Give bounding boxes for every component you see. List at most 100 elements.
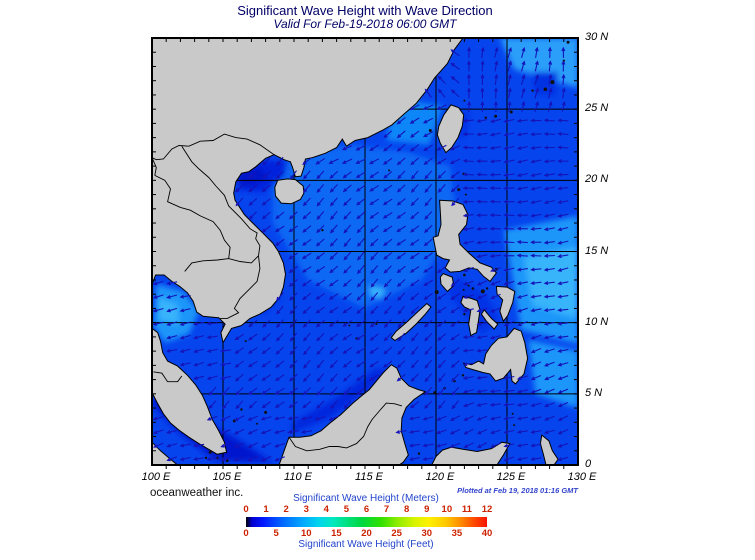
land-panay-negros	[460, 295, 481, 337]
country-border	[181, 145, 261, 256]
lat-label: 20 N	[585, 173, 609, 186]
page-title: Significant Wave Height with Wave Direct…	[237, 3, 493, 18]
lon-label: 115 E	[355, 471, 383, 483]
island-dot	[513, 424, 516, 427]
land-hainan	[274, 178, 305, 205]
map-frame	[151, 37, 579, 466]
lon-label: 130 E	[567, 471, 597, 483]
colorbar-meters-tick: 2	[283, 504, 289, 515]
land-mindoro	[439, 273, 455, 293]
island-dot	[463, 273, 466, 277]
land-halmahera	[539, 434, 559, 465]
colorbar-feet-tick: 40	[481, 528, 493, 539]
colorbar-meters-tick: 12	[481, 504, 493, 515]
land-palawan	[390, 302, 432, 342]
wave-height-patch	[528, 339, 578, 409]
island-dot	[462, 288, 465, 291]
lon-label: 100 E	[141, 471, 171, 483]
land-borneo	[278, 364, 427, 465]
land-layer	[152, 38, 559, 465]
island-dot	[204, 456, 208, 460]
island-dot	[464, 193, 467, 196]
lon-label: 125 E	[496, 471, 526, 483]
island-dot	[225, 459, 229, 463]
wave-height-patch	[499, 38, 578, 88]
colorbar-meters-tick: 8	[404, 504, 410, 515]
island-dot	[256, 422, 259, 425]
country-border	[153, 371, 183, 383]
colorbar-meters-tick: 11	[461, 504, 472, 515]
island-dot	[208, 450, 212, 454]
colorbar-feet-tick: 25	[391, 528, 402, 539]
colorbar-meters-tick: 1	[263, 504, 269, 515]
island-dot	[457, 188, 461, 192]
colorbar-meters-tick: 7	[383, 504, 390, 515]
island-dot	[463, 312, 466, 316]
land-luzon	[432, 199, 498, 283]
colorbar-feet-tick: 15	[331, 528, 342, 539]
colorbar-meters-tick: 10	[441, 504, 453, 515]
lat-label: 5 N	[585, 386, 603, 399]
island-dot	[461, 374, 465, 377]
country-border	[220, 255, 261, 319]
island-dot	[417, 452, 421, 455]
island-dot	[264, 410, 268, 414]
country-border	[184, 255, 259, 272]
lat-label: 30 N	[585, 31, 609, 43]
lon-label: 105 E	[212, 471, 242, 483]
island-dot	[321, 228, 324, 232]
lon-label: 110 E	[284, 471, 312, 483]
island-dot	[471, 287, 475, 290]
land-mindanao	[462, 327, 529, 385]
colorbar-gradient	[246, 517, 487, 527]
island-dot	[484, 116, 487, 119]
land-asia-mainland	[152, 38, 464, 344]
island-dot	[566, 40, 570, 44]
colorbar-feet-tick: 20	[361, 528, 372, 539]
land-sulawesi	[431, 441, 511, 465]
land-samar-leyte	[495, 285, 516, 323]
valid-time-subtitle: Valid For Feb-19-2018 06:00 GMT	[273, 17, 457, 31]
colorbar-title-feet: Significant Wave Height (Feet)	[298, 539, 434, 550]
colorbar-title-meters: Significant Wave Height (Meters)	[293, 493, 439, 504]
island-dot	[244, 340, 247, 343]
island-dot	[434, 290, 439, 295]
wave-direction-arrows	[152, 46, 569, 462]
colorbar-meters-tick: 0	[243, 504, 249, 515]
lon-label: 120 E	[425, 471, 455, 483]
colorbar-feet-tick: 5	[273, 528, 279, 539]
island-dot	[433, 391, 436, 394]
map-layers	[152, 38, 578, 465]
colorbar-meters-tick: 4	[323, 504, 329, 515]
colorbar-feet-tick: 10	[300, 528, 312, 539]
island-dot	[428, 129, 432, 133]
island-dot	[463, 99, 466, 102]
lat-label: 25 N	[585, 102, 609, 115]
colorbar-meters-tick: 5	[343, 504, 350, 515]
colorbar-meters-tick: 9	[424, 504, 430, 515]
colorbar-feet-tick: 30	[421, 528, 433, 539]
colorbar-meters-tick: 3	[303, 504, 309, 515]
country-borders	[152, 133, 403, 452]
land-sumatra-corner	[152, 441, 179, 465]
country-border	[154, 174, 231, 259]
lat-label: 10 N	[585, 315, 609, 328]
credit-text: oceanweather inc.	[150, 487, 244, 499]
island-dot	[494, 114, 498, 118]
island-dot	[480, 289, 485, 294]
plotted-at-text: Plotted at Feb 19, 2018 01:16 GMT	[457, 486, 578, 495]
island-dot	[485, 287, 489, 290]
land-cebu-bohol	[480, 309, 499, 330]
colorbar-feet-tick: 35	[451, 528, 463, 539]
island-dot	[511, 412, 514, 415]
island-dot	[388, 169, 391, 172]
colorbar-feet-tick: 0	[243, 528, 249, 539]
island-dot	[240, 408, 243, 411]
wave-height-patch	[289, 368, 394, 434]
land-taiwan	[436, 104, 465, 154]
island-dot	[375, 323, 378, 326]
island-dot	[509, 110, 513, 114]
colorbar-meters-tick: 6	[363, 504, 370, 515]
